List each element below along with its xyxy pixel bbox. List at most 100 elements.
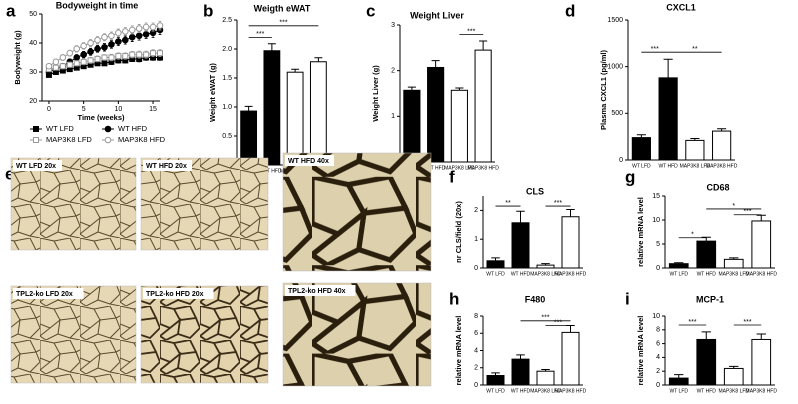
micrograph bbox=[140, 285, 269, 384]
x-tick-label: WT HFD bbox=[511, 388, 531, 394]
marker bbox=[121, 36, 129, 44]
marker bbox=[80, 51, 87, 58]
y-tick-label: 6 bbox=[656, 340, 660, 347]
significance-label: *** bbox=[256, 31, 264, 38]
significance-label: *** bbox=[554, 200, 562, 207]
y-tick-label: 50 bbox=[29, 11, 37, 18]
marker bbox=[108, 41, 115, 48]
y-tick-label: 15 bbox=[652, 193, 660, 200]
y-tick-label: 2 bbox=[474, 365, 478, 372]
marker bbox=[66, 61, 73, 68]
x-tick-label: MAP3K8 HFD bbox=[746, 388, 778, 394]
y-axis-label: relative mRNA level bbox=[454, 316, 463, 386]
y-axis-label: Weight eWAT (g) bbox=[208, 63, 217, 122]
y-tick-label: 3 bbox=[391, 22, 395, 29]
micrograph bbox=[10, 285, 137, 384]
marker bbox=[149, 23, 157, 31]
error-bar bbox=[756, 214, 766, 221]
error-bar bbox=[431, 60, 440, 68]
micrograph-label-bg bbox=[13, 160, 62, 171]
marker bbox=[115, 29, 122, 37]
marker bbox=[136, 51, 143, 58]
marker bbox=[128, 33, 136, 41]
x-tick-label: WT HFD bbox=[658, 163, 678, 169]
bar bbox=[263, 50, 281, 166]
significance-label: *** bbox=[541, 315, 549, 322]
x-tick-label: MAP3K8 HFD bbox=[555, 388, 587, 394]
x-tick-label: WT LFD bbox=[486, 388, 505, 394]
legend-marker bbox=[33, 126, 39, 132]
x-tick-label: WT LFD bbox=[669, 271, 688, 277]
y-tick-label: 0 bbox=[474, 265, 478, 272]
micrograph-label-bg bbox=[143, 288, 214, 299]
micrograph-label: WT HFD 20x bbox=[146, 163, 187, 170]
panel-letter: c bbox=[366, 1, 375, 20]
legend-label: MAP3K8 LFD bbox=[46, 135, 92, 144]
chart-title: CLS bbox=[526, 186, 544, 196]
x-tick-label: MAP3K8 LFD bbox=[718, 271, 749, 277]
y-tick-label: 1000 bbox=[607, 64, 623, 71]
bar bbox=[427, 66, 445, 163]
bar bbox=[403, 89, 421, 163]
marker bbox=[108, 54, 115, 61]
y-tick-label: 40 bbox=[29, 40, 37, 47]
marker bbox=[73, 60, 80, 67]
panel-letter: a bbox=[6, 1, 16, 20]
marker bbox=[101, 54, 108, 61]
y-axis-label: Bodyweight (g) bbox=[13, 30, 22, 85]
chart-title: Weight Liver bbox=[410, 10, 464, 20]
x-tick-label: 15 bbox=[149, 106, 157, 113]
error-bar bbox=[756, 333, 766, 340]
panel-letter: h bbox=[449, 289, 459, 308]
y-tick-label: 2 bbox=[391, 68, 395, 75]
micrograph-label-bg bbox=[13, 288, 84, 299]
bar bbox=[450, 89, 468, 163]
x-tick-label: WT HFD bbox=[426, 165, 446, 171]
y-tick-label: 2 bbox=[474, 207, 478, 214]
marker bbox=[101, 33, 108, 41]
micrograph-label: TPL2-ko HFD 40x bbox=[288, 288, 346, 295]
y-tick-label: 0 bbox=[474, 382, 478, 389]
error-bar bbox=[701, 331, 711, 340]
marker bbox=[94, 36, 101, 44]
bar bbox=[536, 370, 555, 386]
y-tick-label: 20 bbox=[29, 98, 37, 105]
bar bbox=[685, 139, 705, 161]
y-tick-label: 0.5 bbox=[222, 133, 232, 140]
error-bar bbox=[479, 40, 488, 51]
y-tick-label: 1 bbox=[391, 113, 395, 120]
marker bbox=[73, 54, 81, 61]
panel-letter: b bbox=[203, 1, 213, 20]
error-bar bbox=[244, 105, 253, 112]
significance-label: *** bbox=[467, 28, 475, 35]
x-tick-label: WT LFD bbox=[632, 163, 651, 169]
marker bbox=[135, 32, 143, 40]
panel-letter: e bbox=[5, 164, 14, 183]
bar bbox=[474, 49, 492, 163]
panel-letter: i bbox=[625, 289, 630, 308]
micrograph bbox=[282, 152, 432, 272]
x-tick-label: MAP3K8 LFD bbox=[530, 271, 561, 277]
x-tick-label: MAP3K8 LFD bbox=[680, 163, 711, 169]
marker bbox=[59, 63, 66, 70]
micrograph-label: TPL2-ko HFD 20x bbox=[146, 291, 204, 298]
y-tick-label: 5 bbox=[656, 241, 660, 248]
legend-label: MAP3K8 HFD bbox=[118, 135, 166, 144]
y-tick-label: 2.0 bbox=[222, 46, 232, 53]
marker bbox=[122, 53, 129, 60]
bar bbox=[668, 263, 689, 269]
panel-letter: f bbox=[449, 167, 455, 186]
panel-letter: g bbox=[625, 167, 635, 186]
bar bbox=[696, 338, 717, 386]
chart-title: MCP-1 bbox=[696, 294, 724, 304]
x-tick-label: MAP3K8 LFD bbox=[718, 388, 749, 394]
y-tick-label: 1 bbox=[474, 236, 478, 243]
significance-label: * bbox=[691, 232, 694, 239]
y-tick-label: 30 bbox=[29, 69, 37, 76]
error-bar bbox=[314, 57, 323, 62]
y-tick-label: 8 bbox=[656, 327, 660, 334]
x-tick-label: MAP3K8 HFD bbox=[746, 271, 778, 277]
marker bbox=[143, 51, 150, 58]
bar bbox=[286, 71, 304, 166]
